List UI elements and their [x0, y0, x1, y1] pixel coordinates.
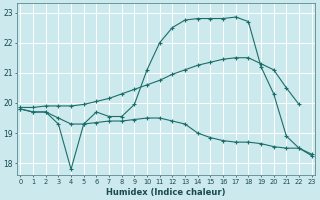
- X-axis label: Humidex (Indice chaleur): Humidex (Indice chaleur): [106, 188, 226, 197]
